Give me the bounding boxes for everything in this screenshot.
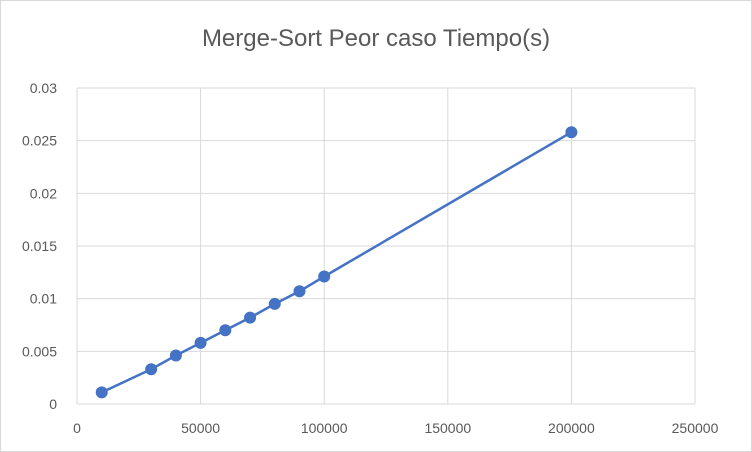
data-point: [145, 363, 158, 376]
x-tick-label: 200000: [548, 420, 595, 436]
data-point: [244, 311, 257, 324]
data-point: [219, 324, 232, 337]
y-tick-label: 0.02: [30, 185, 57, 201]
series-line: [101, 131, 573, 394]
y-tick-label: 0.01: [30, 291, 57, 307]
data-point: [565, 126, 578, 139]
data-point: [194, 336, 207, 349]
data-point: [95, 386, 108, 399]
x-tick-label: 100000: [301, 420, 348, 436]
y-tick-label: 0.03: [30, 80, 57, 96]
data-point: [318, 270, 331, 283]
x-tick-label: 250000: [672, 420, 719, 436]
x-tick-label: 0: [73, 420, 81, 436]
y-tick-label: 0.005: [22, 343, 57, 359]
y-tick-label: 0.025: [22, 133, 57, 149]
y-tick-label: 0.015: [22, 238, 57, 254]
x-tick-label: 50000: [181, 420, 220, 436]
data-point: [169, 349, 182, 362]
data-point: [293, 285, 306, 298]
data-point: [268, 297, 281, 310]
x-tick-label: 150000: [424, 420, 471, 436]
chart-title: Merge-Sort Peor caso Tiempo(s): [201, 25, 551, 52]
y-tick-label: 0: [49, 396, 57, 412]
